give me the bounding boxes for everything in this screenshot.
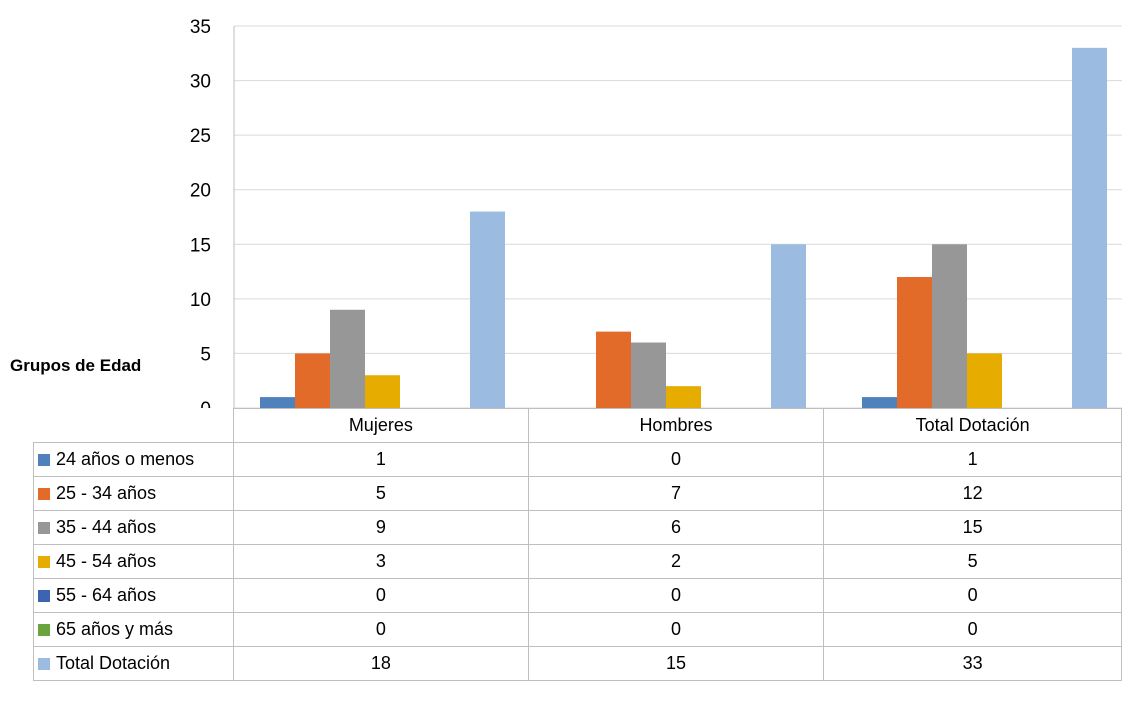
legend-entry: 45 - 54 años xyxy=(32,544,235,579)
y-tick-label: 15 xyxy=(190,235,211,256)
bar-24-a-os-o-menos-2 xyxy=(862,397,897,408)
bar-45-54-a-os-2 xyxy=(967,353,1002,408)
legend-entry: 35 - 44 años xyxy=(32,510,235,545)
bar-35-44-a-os-2 xyxy=(932,244,967,408)
category-label: Total Dotación xyxy=(823,408,1122,443)
legend-swatch xyxy=(38,556,50,568)
bar-total-dotaci-n-1 xyxy=(771,244,806,408)
series-name: 55 - 64 años xyxy=(56,585,157,605)
bar-total-dotaci-n-0 xyxy=(470,211,505,408)
series-name: 65 años y más xyxy=(56,619,174,639)
data-cell: 1 xyxy=(823,442,1122,477)
y-tick-label: 25 xyxy=(190,126,211,147)
data-cell: 18 xyxy=(233,646,529,681)
series-name: 45 - 54 años xyxy=(56,551,157,571)
table-row: Total Dotación 18 15 33 xyxy=(32,646,1122,681)
legend-swatch xyxy=(38,488,50,500)
table-row: 45 - 54 años 3 2 5 xyxy=(32,544,1122,579)
y-tick-label: 5 xyxy=(200,344,211,365)
series-name: Total Dotación xyxy=(56,653,171,673)
data-cell: 0 xyxy=(823,612,1122,647)
legend-entry: 25 - 34 años xyxy=(32,476,235,511)
data-cell: 33 xyxy=(823,646,1122,681)
series-name: 24 años o menos xyxy=(56,449,195,469)
legend-entry: 24 años o menos xyxy=(32,442,235,477)
category-label: Hombres xyxy=(527,408,825,443)
legend-entry: 65 años y más xyxy=(32,612,235,647)
data-cell: 0 xyxy=(527,578,825,613)
y-tick-label: 30 xyxy=(190,72,211,93)
data-cell: 0 xyxy=(527,612,825,647)
table-header-row: Mujeres Hombres Total Dotación xyxy=(34,408,1122,443)
y-tick-label: 35 xyxy=(190,17,211,38)
legend-swatch xyxy=(38,590,50,602)
table-row: 25 - 34 años 5 7 12 xyxy=(32,476,1122,511)
data-cell: 7 xyxy=(527,476,825,511)
y-tick-label: 0 xyxy=(200,399,211,408)
bar-total-dotaci-n-2 xyxy=(1072,47,1107,408)
data-cell: 0 xyxy=(233,578,529,613)
bar-chart: 0 5 10 15 20 25 30 35 xyxy=(190,17,1122,408)
data-cell: 12 xyxy=(823,476,1122,511)
data-cell: 2 xyxy=(527,544,825,579)
bar-35-44-a-os-1 xyxy=(631,342,666,408)
bar-45-54-a-os-0 xyxy=(365,375,400,408)
table-row: 55 - 64 años 0 0 0 xyxy=(32,578,1122,613)
bar-24-a-os-o-menos-0 xyxy=(260,397,295,408)
data-cell: 6 xyxy=(527,510,825,545)
data-cell: 5 xyxy=(823,544,1122,579)
table-row: 35 - 44 años 9 6 15 xyxy=(32,510,1122,545)
series-name: 25 - 34 años xyxy=(56,483,157,503)
data-cell: 0 xyxy=(527,442,825,477)
legend-swatch xyxy=(38,658,50,670)
data-cell: 0 xyxy=(233,612,529,647)
data-cell: 1 xyxy=(233,442,529,477)
table-row: 24 años o menos 1 0 1 xyxy=(32,442,1122,477)
data-cell: 0 xyxy=(823,578,1122,613)
legend-entry: Total Dotación xyxy=(32,646,235,681)
data-cell: 3 xyxy=(233,544,529,579)
bar-25-34-a-os-0 xyxy=(295,353,330,408)
table-row: 65 años y más 0 0 0 xyxy=(32,612,1122,647)
data-table: Mujeres Hombres Total Dotación 24 años o me… xyxy=(32,408,1122,681)
legend-swatch xyxy=(38,454,50,466)
data-cell: 5 xyxy=(233,476,529,511)
side-label: Grupos de Edad xyxy=(10,356,142,375)
data-cell: 9 xyxy=(233,510,529,545)
legend-swatch xyxy=(38,624,50,636)
bar-25-34-a-os-2 xyxy=(897,277,932,408)
data-cell: 15 xyxy=(823,510,1122,545)
bar-45-54-a-os-1 xyxy=(666,386,701,408)
legend-entry: 55 - 64 años xyxy=(32,578,235,613)
data-cell: 15 xyxy=(527,646,825,681)
series-name: 35 - 44 años xyxy=(56,517,157,537)
bar-25-34-a-os-1 xyxy=(596,331,631,408)
y-tick-label: 20 xyxy=(190,181,211,202)
bar-35-44-a-os-0 xyxy=(330,309,365,408)
legend-swatch xyxy=(38,522,50,534)
category-label: Mujeres xyxy=(233,408,529,443)
table-corner xyxy=(34,409,234,443)
y-tick-label: 10 xyxy=(190,290,211,311)
